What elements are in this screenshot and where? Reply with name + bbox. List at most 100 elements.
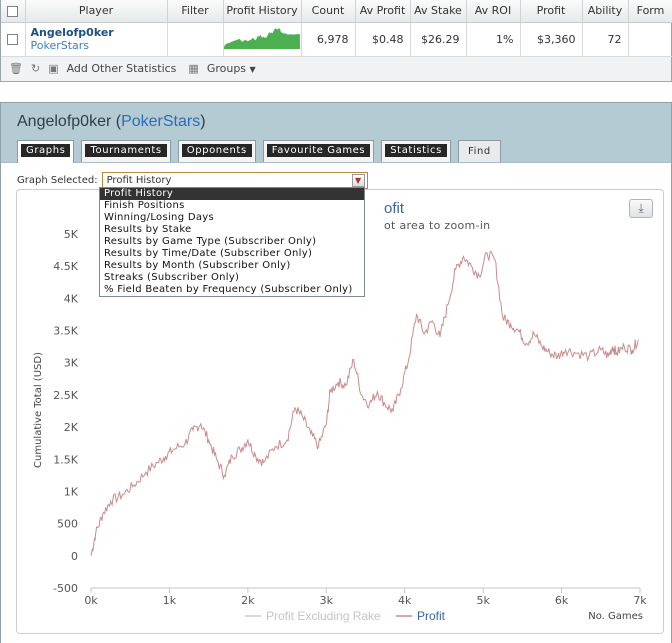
panel-title-site-link[interactable]: PokerStars xyxy=(121,113,201,130)
y-tick-label: 2.5K xyxy=(53,389,78,402)
table-row: Angelofp0ker PokerStars 6,978 $0.48 $26.… xyxy=(1,22,672,57)
tab-bar: Graphs Tournaments Opponents Favourite G… xyxy=(17,140,501,163)
panel-title: Angelofp0ker (PokerStars) xyxy=(17,113,206,130)
col-header-form[interactable]: Form xyxy=(628,0,672,23)
y-tick-label: 3K xyxy=(64,357,79,370)
table-header-row: Player Filter Profit History Count Av Pr… xyxy=(1,0,672,23)
col-header-profit[interactable]: Profit xyxy=(520,0,583,23)
tab-favourite-games-label: Favourite Games xyxy=(266,144,371,157)
graph-option-results-by-month[interactable]: Results by Month (Subscriber Only) xyxy=(104,260,291,271)
graph-option-results-by-game-type[interactable]: Results by Game Type (Subscriber Only) xyxy=(104,236,317,247)
download-icon: ⤓ xyxy=(638,201,644,215)
graph-option-streaks[interactable]: Streaks (Subscriber Only) xyxy=(104,272,240,283)
player-panel: ✖ Angelofp0ker (PokerStars) Graphs Tourn… xyxy=(0,101,672,643)
profit-history-chart[interactable]: -500 0 500 1K 1.5K 2K 2.5K 3K 3.5K 4K 4.5K 5K 0k 1k 2k… xyxy=(17,190,663,633)
select-all-checkbox[interactable] xyxy=(1,0,26,23)
graph-option-profit-history[interactable]: Profit History xyxy=(100,188,364,200)
tab-opponents[interactable]: Opponents xyxy=(177,140,256,162)
x-tick-label: 6k xyxy=(555,594,569,607)
graph-option-winning-losing-days[interactable]: Winning/Losing Days xyxy=(104,212,214,223)
legend-label-excl-rake: Profit Excluding Rake xyxy=(266,609,381,623)
profit-history-sparkline xyxy=(224,27,300,49)
trash-icon[interactable]: 🗑 xyxy=(9,62,23,75)
col-header-count[interactable]: Count xyxy=(301,0,356,23)
x-tick-label: 1k xyxy=(163,594,177,607)
graph-select-dropdown[interactable]: Profit History ▼ xyxy=(101,172,368,189)
graph-select-value: Profit History xyxy=(106,175,172,186)
x-tick-label: 3k xyxy=(320,594,334,607)
groups-icon: ▦ xyxy=(188,62,199,75)
tab-statistics[interactable]: Statistics xyxy=(381,140,451,162)
col-header-filter[interactable]: Filter xyxy=(167,0,224,23)
filter-cell xyxy=(167,22,224,57)
graph-select-label: Graph Selected: xyxy=(17,175,98,186)
groups-label: Groups xyxy=(206,62,247,75)
x-tick-label: 4k xyxy=(398,594,412,607)
chart-subtitle: ot area to zoom-in xyxy=(384,219,491,232)
tab-tournaments[interactable]: Tournaments xyxy=(81,140,171,162)
tab-favourite-games[interactable]: Favourite Games xyxy=(262,140,375,162)
legend-label-profit: Profit xyxy=(417,609,446,623)
player-name-link[interactable]: Angelofp0ker xyxy=(30,26,114,39)
chevron-down-icon: ▼ xyxy=(249,65,256,74)
count-cell: 6,978 xyxy=(301,22,356,57)
y-tick-label: 4.5K xyxy=(53,260,78,273)
graph-options-list: Profit History Finish Positions Winning/… xyxy=(99,187,365,297)
panel-header: Angelofp0ker (PokerStars) Graphs Tournam… xyxy=(1,103,671,163)
graph-option-results-by-stake[interactable]: Results by Stake xyxy=(104,224,192,235)
refresh-icon[interactable]: ↻ xyxy=(30,62,41,75)
sparkline-cell xyxy=(223,22,302,57)
add-other-statistics-button[interactable]: Add Other Statistics xyxy=(66,62,177,75)
graph-option-results-by-time-date[interactable]: Results by Time/Date (Subscriber Only) xyxy=(104,248,313,259)
player-site-link[interactable]: PokerStars xyxy=(30,39,90,52)
y-tick-label: 5K xyxy=(64,228,79,241)
stats-table: Player Filter Profit History Count Av Pr… xyxy=(1,0,672,57)
panel-title-name: Angelofp0ker xyxy=(17,113,112,130)
sparkline-area xyxy=(224,27,300,49)
tab-opponents-label: Opponents xyxy=(181,144,252,157)
x-axis-label: No. Games xyxy=(588,611,643,622)
graph-select-row: Graph Selected: Profit History ▼ xyxy=(17,172,368,189)
ability-cell: 72 xyxy=(582,22,629,57)
stats-footer-toolbar: 🗑 ↻ ▣ Add Other Statistics ▦ Groups ▼ xyxy=(1,56,671,81)
av-stake-cell: $26.29 xyxy=(410,22,467,57)
tab-find-label: Find xyxy=(467,146,491,157)
col-header-av-roi[interactable]: Av ROI xyxy=(466,0,521,23)
av-profit-cell: $0.48 xyxy=(355,22,411,57)
tab-graphs-label: Graphs xyxy=(21,144,71,157)
col-header-profit-history[interactable]: Profit History xyxy=(223,0,302,23)
x-tick-label: 0k xyxy=(84,594,98,607)
y-tick-label: 500 xyxy=(57,518,78,531)
tab-tournaments-label: Tournaments xyxy=(85,144,167,157)
form-cell xyxy=(628,22,672,57)
stats-panel: Player Filter Profit History Count Av Pr… xyxy=(0,0,672,82)
groups-dropdown[interactable]: Groups ▼ xyxy=(207,62,256,75)
download-chart-button[interactable]: ⤓ xyxy=(629,199,653,218)
profit-cell: $3,360 xyxy=(520,22,583,57)
col-header-ability[interactable]: Ability xyxy=(582,0,629,23)
graph-option-field-beaten[interactable]: % Field Beaten by Frequency (Subscriber … xyxy=(104,284,353,295)
av-roi-cell: 1% xyxy=(466,22,521,57)
y-axis-label: Cumulative Total (USD) xyxy=(33,352,44,468)
tab-graphs[interactable]: Graphs xyxy=(17,140,75,163)
y-tick-label: 0 xyxy=(71,550,78,563)
y-tick-label: 1.5K xyxy=(53,453,78,466)
chart-title: ofit xyxy=(384,200,405,217)
y-tick-label: -500 xyxy=(53,582,78,595)
x-tick-label: 7k xyxy=(633,594,647,607)
profit-series-line xyxy=(90,250,639,556)
y-tick-label: 3.5K xyxy=(53,325,78,338)
chevron-down-icon[interactable]: ▼ xyxy=(351,174,365,187)
col-header-av-profit[interactable]: Av Profit xyxy=(355,0,411,23)
col-header-player[interactable]: Player xyxy=(25,0,168,23)
y-tick-label: 2K xyxy=(64,421,79,434)
tab-find[interactable]: Find xyxy=(457,140,501,162)
graph-option-finish-positions[interactable]: Finish Positions xyxy=(104,200,185,211)
y-tick-label: 4K xyxy=(64,292,79,305)
tab-statistics-label: Statistics xyxy=(385,144,447,157)
x-tick-label: 5k xyxy=(476,594,490,607)
player-cell: Angelofp0ker PokerStars xyxy=(25,22,168,57)
x-tick-label: 2k xyxy=(241,594,255,607)
row-checkbox[interactable] xyxy=(1,22,26,57)
col-header-av-stake[interactable]: Av Stake xyxy=(410,0,467,23)
